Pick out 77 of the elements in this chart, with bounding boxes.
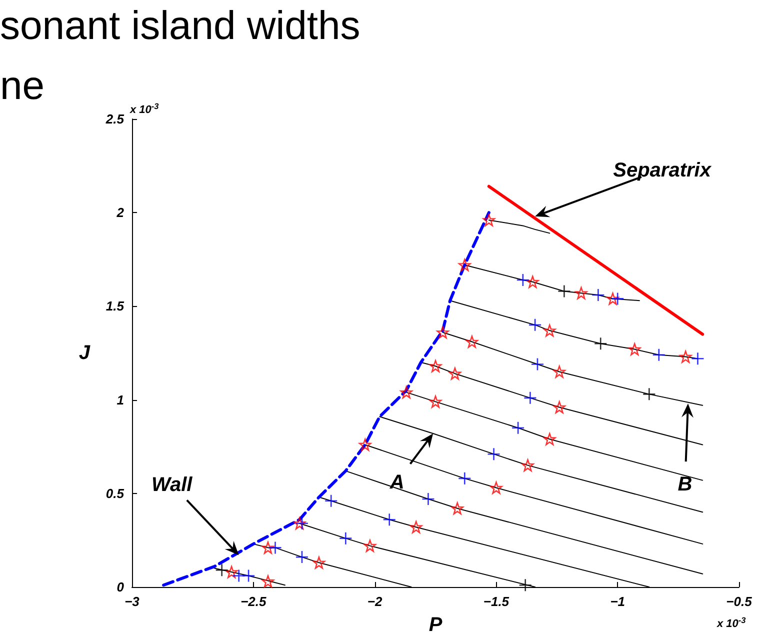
- point: [610, 292, 624, 306]
- point: [225, 566, 238, 578]
- line-series: [379, 416, 704, 513]
- point: [410, 520, 422, 534]
- point: [553, 366, 566, 378]
- point: [358, 438, 372, 451]
- y-tick-label: 1.5: [106, 298, 125, 314]
- x-tick-label: −0.5: [726, 594, 753, 609]
- point: [364, 540, 376, 552]
- line-series: [345, 470, 704, 574]
- y-tick-label: 2.5: [104, 112, 125, 126]
- point: [628, 343, 641, 356]
- text: x 10$^{-3}$: [716, 616, 746, 630]
- point: [295, 516, 309, 530]
- point: [436, 326, 449, 339]
- point: [466, 336, 478, 348]
- point: [511, 421, 525, 435]
- x-tick-label: −2.5: [240, 594, 267, 609]
- point: [558, 284, 571, 298]
- point: [339, 532, 352, 545]
- point: [268, 541, 282, 554]
- point: [458, 258, 471, 272]
- point: [429, 396, 442, 408]
- point: [262, 575, 274, 588]
- x-tick-label: −3: [124, 594, 140, 609]
- point: [528, 318, 542, 332]
- y-tick-label: 0.5: [106, 486, 125, 501]
- point: [524, 391, 537, 405]
- point: [482, 214, 496, 226]
- point: [448, 367, 462, 380]
- point: [312, 556, 326, 569]
- x-tick-label: −1: [610, 594, 626, 609]
- point: [215, 564, 228, 577]
- y-tick-label: 2: [116, 205, 125, 220]
- point: [400, 386, 413, 398]
- point: [575, 286, 588, 300]
- chart-title: sonant island widths: [0, 3, 360, 50]
- point: [429, 360, 442, 372]
- point: [594, 336, 608, 350]
- annotation: Separatrix: [613, 159, 712, 182]
- point: [642, 388, 656, 401]
- annotation: Wall: [151, 474, 193, 496]
- y-axis-title: J: [78, 342, 91, 364]
- x-tick-label: −2: [367, 594, 383, 609]
- annotation: B: [678, 474, 692, 496]
- point: [232, 569, 246, 582]
- point: [516, 273, 530, 287]
- point: [518, 578, 532, 592]
- point: [242, 569, 256, 582]
- point: [382, 512, 396, 526]
- point: [458, 472, 472, 486]
- point: [543, 432, 556, 446]
- point: [422, 492, 435, 506]
- point: [293, 517, 306, 530]
- x-tick-label: −1.5: [483, 594, 510, 609]
- point: [526, 276, 539, 288]
- text: x 10$^{-3}$: [129, 102, 160, 116]
- point: [262, 542, 274, 554]
- annotation: A: [388, 471, 404, 494]
- y-tick-label: 0: [116, 580, 125, 594]
- x-axis-title: P: [428, 614, 443, 636]
- point: [530, 358, 544, 371]
- chart-subtitle: ne: [0, 64, 44, 108]
- point: [679, 350, 692, 363]
- y-tick-label: 1: [116, 392, 124, 408]
- point: [490, 482, 502, 494]
- point: [691, 352, 704, 366]
- point: [606, 292, 619, 305]
- point: [295, 550, 309, 564]
- point: [543, 324, 556, 337]
- point: [487, 447, 500, 461]
- point: [652, 348, 666, 362]
- point: [592, 288, 605, 302]
- point: [451, 502, 464, 515]
- point: [522, 459, 534, 472]
- point: [553, 401, 566, 414]
- point: [324, 494, 338, 508]
